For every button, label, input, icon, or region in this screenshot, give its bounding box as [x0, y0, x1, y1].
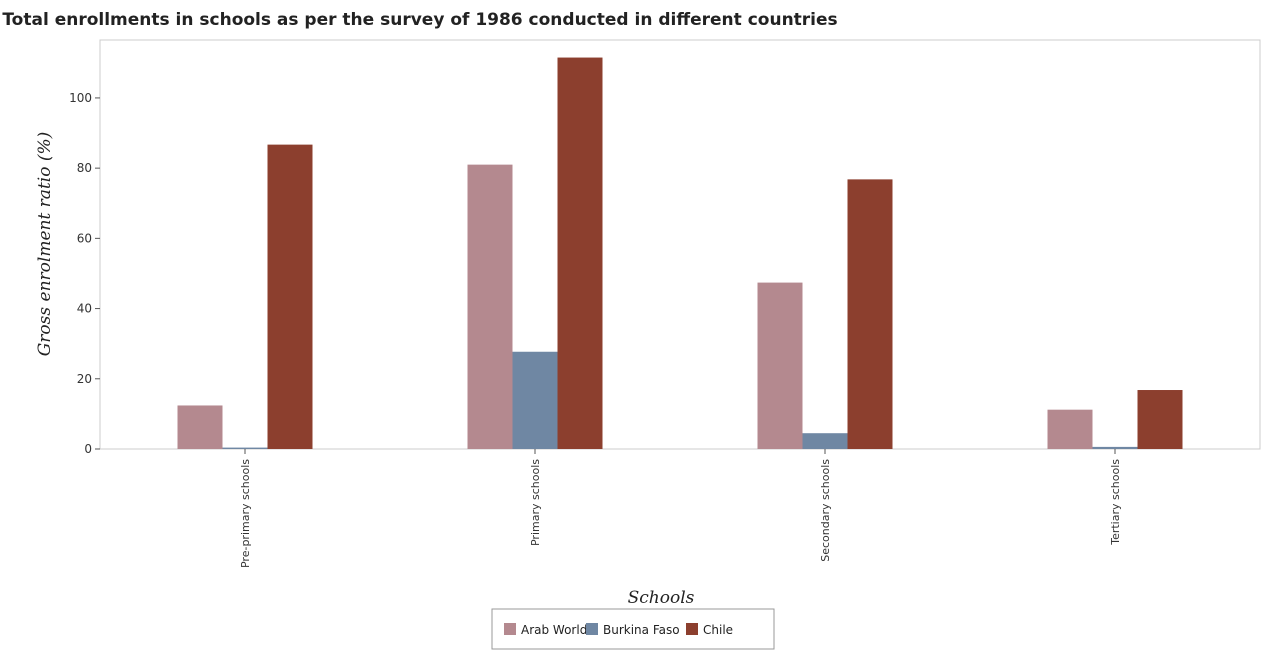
x-tick-label: Primary schools: [529, 459, 542, 546]
y-tick-label: 60: [77, 231, 92, 245]
bar-chile: [557, 57, 603, 449]
bar-chile: [1137, 390, 1183, 449]
bar-chile: [847, 179, 893, 449]
bar-arab-world: [1047, 409, 1093, 449]
legend: Arab World Burkina Faso Chile: [491, 608, 775, 650]
bar-burkina-faso: [512, 351, 558, 449]
legend-label: Chile: [703, 623, 733, 637]
legend-box: [491, 608, 775, 650]
y-tick-label: 20: [77, 372, 92, 386]
y-axis: 0 20 40 60 80 100: [69, 91, 100, 456]
chart-title: Total enrollments in schools as per the …: [2, 10, 837, 30]
x-axis: Pre-primary schools Primary schools Second…: [239, 449, 1122, 568]
y-tick-label: 0: [84, 442, 92, 456]
legend-swatch: [504, 623, 516, 635]
legend-label: Arab World: [521, 623, 587, 637]
x-tick-label: Tertiary schools: [1109, 459, 1122, 546]
bar-burkina-faso: [222, 447, 268, 449]
x-axis-title: Schools: [628, 588, 695, 608]
x-tick-label: Pre-primary schools: [239, 459, 252, 568]
y-tick-label: 100: [69, 91, 92, 105]
bars-group: [177, 57, 1183, 449]
legend-swatch: [586, 623, 598, 635]
bar-arab-world: [757, 282, 803, 449]
bar-chile: [267, 144, 313, 449]
bar-burkina-faso: [1092, 446, 1138, 449]
bar-arab-world: [467, 164, 513, 449]
x-tick-label: Secondary schools: [819, 459, 832, 562]
y-tick-label: 80: [77, 161, 92, 175]
y-tick-label: 40: [77, 302, 92, 316]
legend-swatch: [686, 623, 698, 635]
bar-burkina-faso: [802, 433, 848, 449]
legend-label: Burkina Faso: [603, 623, 680, 637]
y-axis-title: Gross enrolment ratio (%): [35, 132, 55, 357]
bar-arab-world: [177, 405, 223, 449]
